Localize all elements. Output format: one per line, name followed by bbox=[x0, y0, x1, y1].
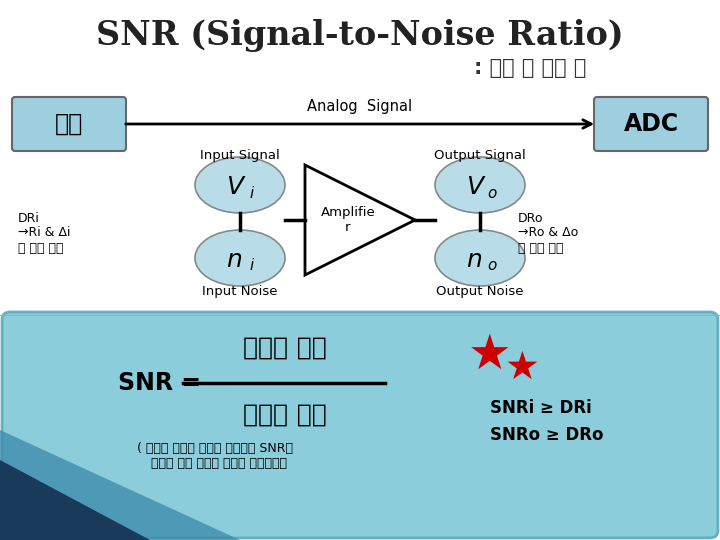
Text: →Ro & Δo: →Ro & Δo bbox=[518, 226, 578, 239]
Text: →Ri & Δi: →Ri & Δi bbox=[18, 226, 71, 239]
Text: 입력: 입력 bbox=[55, 112, 83, 136]
Text: DRi: DRi bbox=[18, 212, 40, 225]
Text: ★: ★ bbox=[468, 331, 512, 379]
FancyBboxPatch shape bbox=[12, 97, 126, 151]
Text: ADC: ADC bbox=[624, 112, 678, 136]
Text: i: i bbox=[250, 186, 254, 200]
Text: V: V bbox=[226, 175, 243, 199]
Text: 잡음의 크기: 잡음의 크기 bbox=[243, 403, 327, 427]
Text: V: V bbox=[467, 175, 484, 199]
Text: SNRi ≥ DRi: SNRi ≥ DRi bbox=[490, 399, 592, 417]
Text: Analog  Signal: Analog Signal bbox=[307, 99, 413, 114]
Text: n: n bbox=[226, 248, 242, 272]
Text: 신호의 크기: 신호의 크기 bbox=[243, 336, 327, 360]
Ellipse shape bbox=[195, 157, 285, 213]
Text: SNR (Signal-to-Noise Ratio): SNR (Signal-to-Noise Ratio) bbox=[96, 18, 624, 51]
Polygon shape bbox=[0, 430, 240, 540]
Text: ★: ★ bbox=[505, 349, 539, 387]
Text: n: n bbox=[466, 248, 482, 272]
Text: Output Signal: Output Signal bbox=[434, 148, 526, 161]
Text: Input Noise: Input Noise bbox=[202, 286, 278, 299]
FancyBboxPatch shape bbox=[2, 312, 718, 538]
Text: i: i bbox=[250, 259, 254, 273]
Ellipse shape bbox=[435, 230, 525, 286]
FancyBboxPatch shape bbox=[594, 97, 708, 151]
Text: 에 의해 결정: 에 의해 결정 bbox=[518, 241, 564, 254]
Text: SNR =: SNR = bbox=[118, 371, 210, 395]
Text: 에 의해 결정: 에 의해 결정 bbox=[18, 241, 63, 254]
Text: o: o bbox=[487, 259, 497, 273]
Ellipse shape bbox=[435, 157, 525, 213]
Text: ( 신호의 크기가 정해져 있으므로 SNR을
  줄이기 위해 잡음의 크기를 줄여야한다: ( 신호의 크기가 정해져 있으므로 SNR을 줄이기 위해 잡음의 크기를 줄… bbox=[137, 442, 293, 470]
Text: o: o bbox=[487, 186, 497, 200]
Text: DRo: DRo bbox=[518, 212, 544, 225]
Text: Input Signal: Input Signal bbox=[200, 148, 280, 161]
Text: SNRo ≥ DRo: SNRo ≥ DRo bbox=[490, 426, 603, 444]
Ellipse shape bbox=[195, 230, 285, 286]
Text: Output Noise: Output Noise bbox=[436, 286, 523, 299]
Text: : 신호 대 잡음 비: : 신호 대 잡음 비 bbox=[474, 58, 586, 78]
Text: Amplifie
r: Amplifie r bbox=[320, 206, 375, 234]
Polygon shape bbox=[0, 460, 150, 540]
